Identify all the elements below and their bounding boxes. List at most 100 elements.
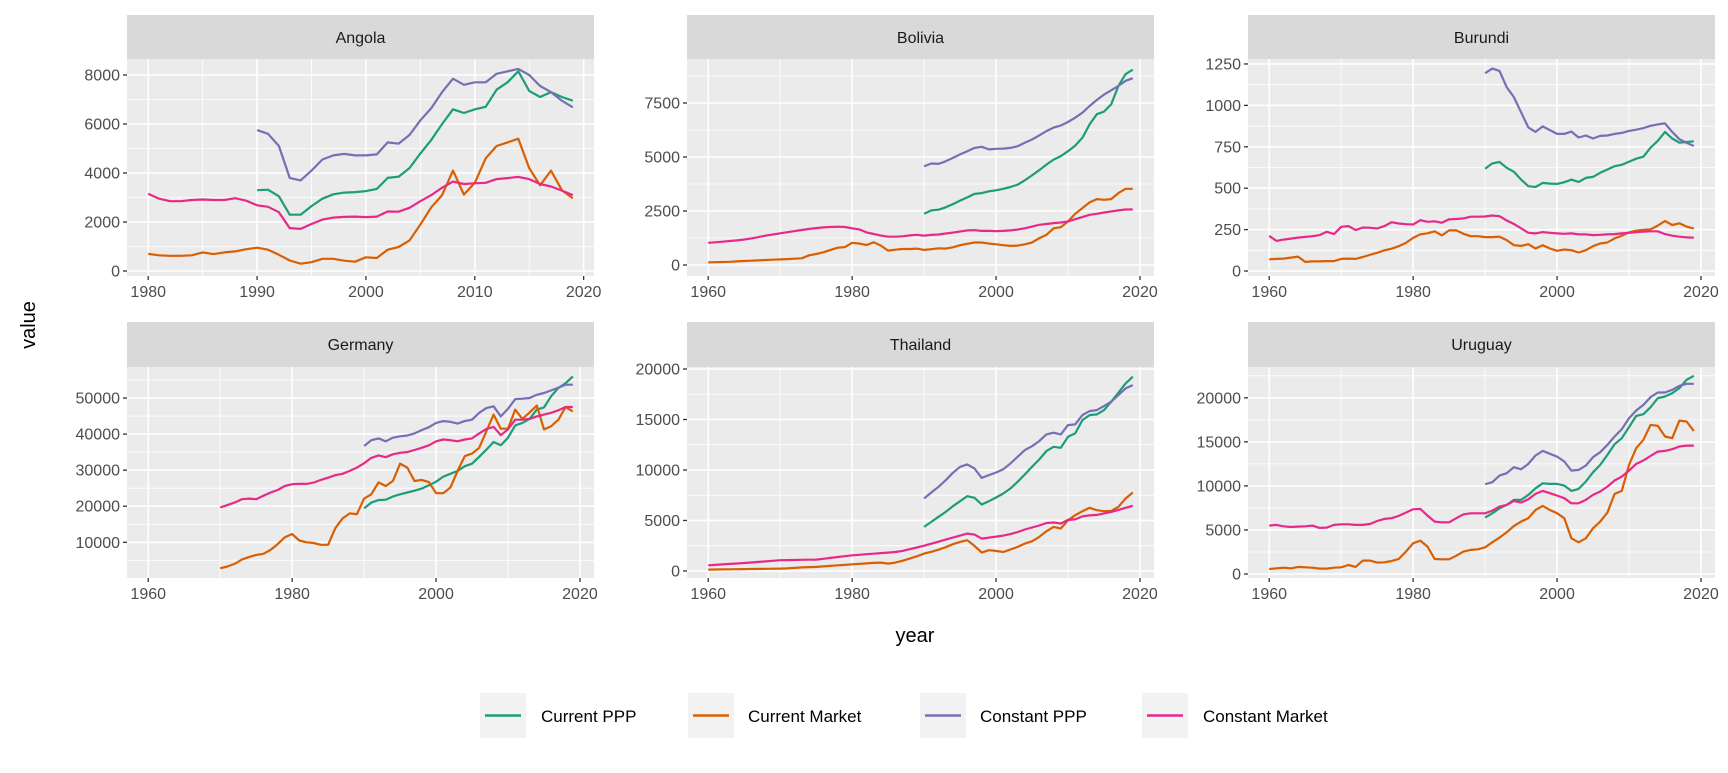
facet-angola: Angola 1980 1990 2000 2010 2020 0 2000 4000 6000 8… [84, 15, 602, 301]
y-tick-label: 30000 [76, 463, 121, 480]
facet-strip [687, 322, 1154, 367]
series-line-current-market [708, 187, 1133, 264]
x-tick-label: 2020 [1122, 586, 1158, 603]
series-line-current-market [1269, 219, 1695, 263]
y-tick-label: 1000 [1205, 98, 1241, 115]
y-tick-label: 4000 [84, 166, 120, 183]
x-tick-label: 2000 [978, 586, 1014, 603]
x-tick-label: 2000 [418, 586, 454, 603]
legend-label: Constant Market [1203, 707, 1328, 726]
series-lines [219, 375, 574, 570]
series-lines [708, 375, 1134, 571]
series-line-constant-ppp [363, 383, 573, 447]
y-tick-label: 20000 [1197, 390, 1242, 407]
series-line-constant-market [219, 405, 573, 509]
x-tick-label: 1990 [239, 284, 275, 301]
facet-germany: Germany 1960 1980 2000 2020 10000 20000 30000 40… [76, 322, 598, 603]
y-tick-label: 15000 [636, 412, 681, 429]
y-tick-label: 10000 [1197, 478, 1242, 495]
series-line-current-ppp [1484, 130, 1694, 189]
series-line-constant-ppp [923, 77, 1134, 168]
y-tick-label: 6000 [84, 116, 120, 133]
x-tick-label: 2000 [1539, 586, 1575, 603]
legend-item-current-market: Current Market [688, 693, 862, 738]
series-lines [1268, 67, 1695, 263]
x-tick-label: 2000 [978, 284, 1014, 301]
x-tick-label: 1960 [690, 586, 726, 603]
y-tick-label: 0 [671, 563, 680, 580]
series-line-current-ppp [1484, 374, 1695, 519]
y-tick-label: 5000 [644, 150, 680, 167]
y-tick-label: 20000 [76, 499, 121, 516]
y-tick-label: 20000 [636, 362, 681, 379]
legend-item-constant-market: Constant Market [1142, 693, 1328, 738]
x-tick-label: 2020 [1683, 284, 1719, 301]
x-tick-label: 1960 [1251, 284, 1287, 301]
facet-bolivia: Bolivia 1960 1980 2000 2020 0 2500 5000 7500 [644, 15, 1158, 301]
legend-label: Current Market [748, 707, 862, 726]
series-line-constant-ppp [923, 384, 1134, 500]
y-axis-title: value [18, 301, 40, 349]
facet-uruguay: Uruguay 1960 1980 2000 2020 0 5000 10000 15000 20… [1197, 322, 1719, 603]
panel-background [687, 367, 1154, 578]
y-tick-label: 2500 [644, 204, 680, 221]
x-tick-label: 1960 [690, 284, 726, 301]
y-tick-label: 500 [1214, 181, 1241, 198]
x-tick-label: 1980 [1395, 586, 1431, 603]
y-tick-label: 5000 [644, 513, 680, 530]
x-tick-label: 1960 [1251, 586, 1287, 603]
y-tick-label: 10000 [76, 535, 121, 552]
y-tick-label: 750 [1214, 139, 1241, 156]
x-tick-label: 2020 [1122, 284, 1158, 301]
y-tick-label: 0 [1232, 264, 1241, 281]
panel-background [687, 59, 1154, 276]
facet-strip [127, 15, 594, 59]
series-line-current-ppp [923, 68, 1134, 215]
legend-item-constant-ppp: Constant PPP [920, 693, 1087, 738]
legend-label: Current PPP [541, 707, 636, 726]
facet-title: Uruguay [1451, 337, 1511, 354]
y-tick-label: 250 [1214, 222, 1241, 239]
y-tick-label: 10000 [636, 462, 681, 479]
series-line-constant-market [708, 504, 1134, 567]
x-tick-label: 1980 [834, 284, 870, 301]
facet-panels: Angola 1980 1990 2000 2010 2020 0 2000 4000 6000 8… [76, 15, 1719, 603]
series-line-constant-ppp [1484, 67, 1695, 147]
facet-strip [687, 15, 1154, 59]
x-tick-label: 2010 [457, 284, 493, 301]
series-line-current-ppp [257, 70, 574, 216]
series-lines [1269, 374, 1695, 571]
x-tick-label: 1980 [1395, 284, 1431, 301]
series-line-current-market [708, 491, 1134, 571]
y-tick-label: 15000 [1197, 434, 1242, 451]
series-lines [708, 68, 1134, 264]
y-tick-label: 0 [1232, 566, 1241, 583]
series-line-constant-market [147, 175, 574, 230]
series-line-current-ppp [923, 375, 1134, 528]
x-tick-label: 1960 [130, 586, 166, 603]
x-tick-label: 2020 [566, 284, 602, 301]
facet-title: Angola [336, 30, 386, 47]
series-line-current-market [219, 404, 574, 570]
series-line-constant-market [1268, 214, 1694, 242]
y-tick-label: 40000 [76, 427, 121, 444]
facet-title: Thailand [890, 337, 951, 354]
facet-strip [127, 322, 594, 367]
x-tick-label: 2020 [562, 586, 598, 603]
facet-strip [1248, 322, 1715, 367]
y-tick-label: 1250 [1205, 56, 1241, 73]
legend-item-current-ppp: Current PPP [480, 693, 636, 738]
series-line-current-market [1269, 419, 1695, 571]
y-tick-label: 50000 [76, 391, 121, 408]
series-lines [147, 67, 574, 265]
legend: Current PPP Current Market Constant PPP Con… [480, 693, 1328, 738]
facet-title: Bolivia [897, 30, 944, 47]
facet-title: Germany [328, 337, 394, 354]
series-line-current-market [148, 137, 574, 265]
y-tick-label: 8000 [84, 67, 120, 84]
facet-strip [1248, 15, 1715, 59]
facet-thailand: Thailand 1960 1980 2000 2020 0 5000 10000 15000 2… [636, 322, 1158, 603]
series-line-constant-market [1269, 444, 1694, 529]
panel-background [127, 59, 594, 276]
